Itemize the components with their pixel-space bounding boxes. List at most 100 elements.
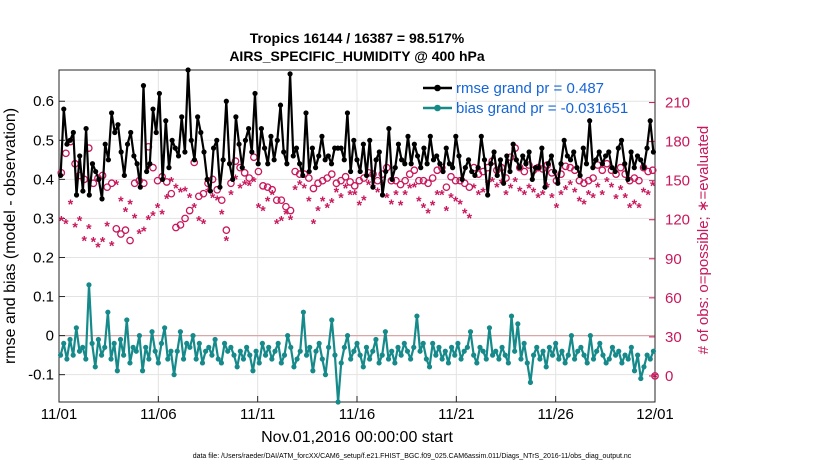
obs-evaluated-marker: * [100,234,106,250]
rmse-point [223,98,229,104]
bias-point [458,356,464,362]
obs-evaluated-marker: * [173,180,179,196]
bias-point [433,352,439,358]
obs-possible-marker [268,185,277,194]
obs-evaluated-marker: * [595,179,601,195]
rmse-point [67,137,73,143]
rmse-point [226,161,233,167]
bias-point [512,348,518,354]
rmse-point [220,157,226,163]
rmse-point [418,165,424,171]
rmse-point [485,192,491,198]
obs-evaluated-marker: * [159,206,165,222]
bias-point [603,360,609,366]
obs-evaluated-marker: * [622,189,628,205]
rmse-point [179,114,185,120]
bias-point [471,352,477,358]
bias-point [209,352,215,358]
obs-evaluated-marker: * [402,187,408,203]
obs-evaluated-marker: * [302,180,308,196]
rmse-point [134,161,140,167]
rmse-point [469,168,475,175]
rmse-point [258,125,264,132]
bias-point [556,356,562,362]
obs-possible-marker [167,189,176,198]
obs-evaluated-marker: * [214,192,220,208]
obs-possible-marker [117,230,125,238]
obs-evaluated-marker: * [512,174,518,190]
rmse-point [587,118,593,124]
y-right-tick-label: 60 [665,290,682,307]
obs-evaluated-marker: * [219,206,225,222]
obs-evaluated-marker: * [526,180,532,196]
bias-point [237,348,243,354]
obs-evaluated-marker: * [251,174,257,190]
rmse-point [61,106,67,112]
obs-evaluated-marker: * [457,196,463,212]
obs-evaluated-marker: * [652,369,658,385]
bias-point [83,356,89,362]
bias-point [449,344,455,350]
rmse-point [325,153,331,159]
rmse-point [115,122,121,128]
obs-possible-marker [107,179,116,188]
bias-point [303,352,310,358]
obs-possible-marker [520,167,529,176]
bias-point [590,356,597,362]
bias-point [430,340,436,347]
obs-possible-marker [323,174,332,182]
bias-point [111,340,117,347]
rmse-point [612,168,618,175]
bias-point [578,344,584,350]
bias-point [158,340,165,347]
obs-evaluated-marker: * [306,193,312,209]
bias-point [524,360,530,366]
bias-point [606,356,612,362]
bias-point [612,352,619,358]
obs-evaluated-marker: * [201,215,207,231]
rmse-point [159,176,166,182]
rmse-point [424,161,430,167]
rmse-point [357,168,363,175]
grid-layer [58,70,656,402]
rmse-point [516,165,523,171]
rmse-point [494,172,500,179]
rmse-point [606,149,612,155]
obs-evaluated-marker: * [627,200,633,216]
rmse-point [430,157,437,163]
obs-possible-marker [424,179,432,188]
rmse-point [242,137,249,143]
rmse-point [252,90,258,97]
rmse-point [386,125,392,132]
rmse-point [153,129,159,136]
bias-point [395,344,401,350]
obs-evaluated-marker: * [320,193,326,209]
rmse-point [590,165,596,171]
bias-point [162,325,168,331]
bias-point [348,356,354,362]
bias-point [436,344,442,350]
rmse-point [351,137,357,143]
rmse-point [513,157,519,163]
rmse-point [497,157,504,163]
bias-point [244,344,250,350]
obs-evaluated-marker: * [164,191,170,207]
obs-evaluated-marker: * [531,184,537,200]
obs-evaluated-marker: * [329,194,335,210]
bias-point [275,340,281,347]
obs-evaluated-marker: * [324,200,330,216]
rmse-point [472,172,478,179]
bias-point [385,356,392,362]
obs-evaluated-marker: * [609,179,615,195]
rmse-point [77,153,83,159]
obs-evaluated-marker: * [63,215,69,231]
bias-point [149,329,155,335]
rmse-point [140,83,147,89]
obs-evaluated-marker: * [347,187,353,203]
rmse-point [367,137,373,143]
rmse-point [529,176,535,182]
rmse-point [73,192,80,198]
bias-point [376,360,382,366]
rmse-point [236,141,242,147]
obs-evaluated-marker: * [517,183,523,199]
